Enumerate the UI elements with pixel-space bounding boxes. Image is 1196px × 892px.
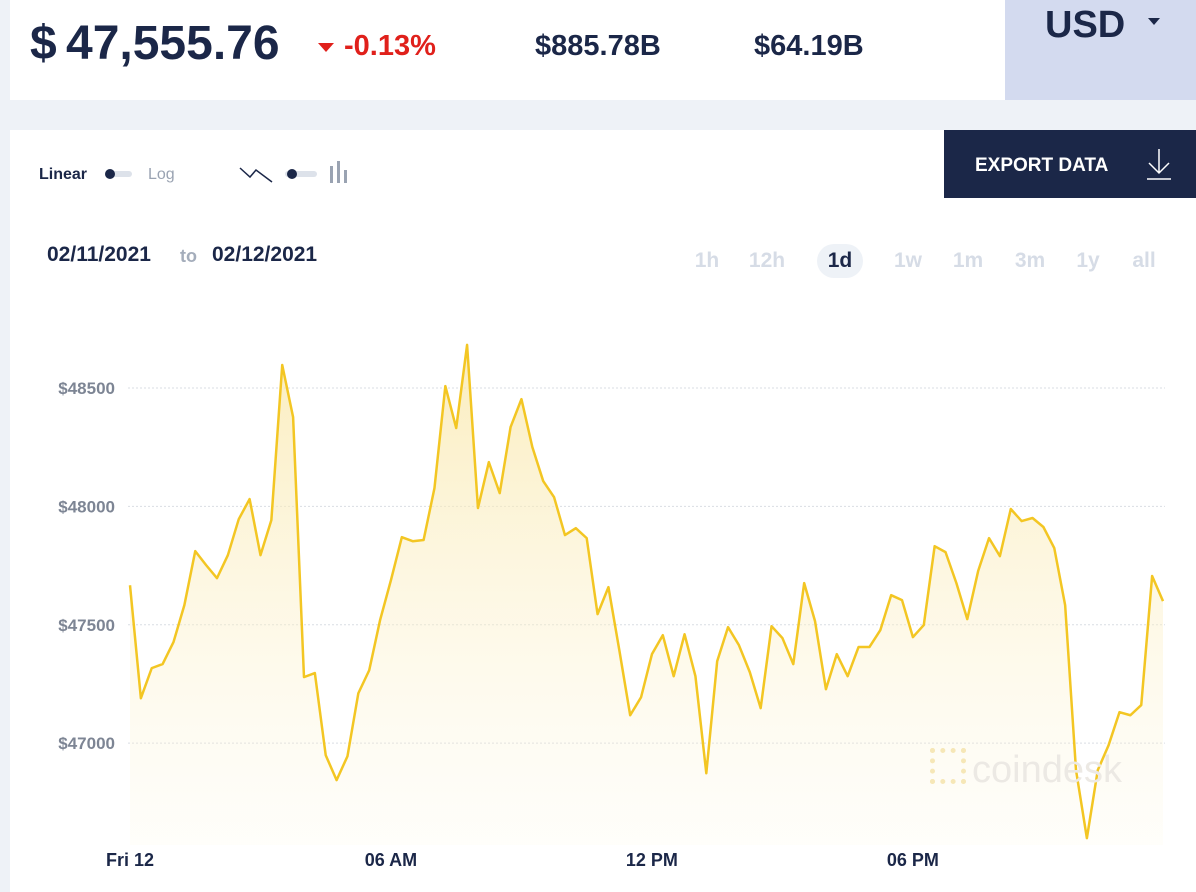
watermark: coindesk: [930, 748, 1122, 792]
range-button[interactable]: 1m: [952, 249, 984, 272]
range-button[interactable]: 1w: [893, 249, 922, 272]
volume: $64.19B: [754, 30, 864, 62]
date-from[interactable]: 02/11/2021: [47, 243, 151, 266]
x-tick-label: 12 PM: [626, 850, 678, 870]
market-cap: $885.78B: [535, 30, 661, 62]
x-tick-label: Fri 12: [106, 850, 154, 870]
price-bar: $ 47,555.76 -0.13% $885.78B $64.19B: [10, 0, 1005, 100]
watermark-text: coindesk: [972, 749, 1122, 791]
price-change: -0.13%: [344, 30, 436, 62]
export-button[interactable]: EXPORT DATA: [944, 130, 1196, 198]
line-icon[interactable]: [239, 167, 273, 183]
y-tick-label: $47000: [58, 734, 115, 753]
x-tick-label: 06 PM: [887, 850, 939, 870]
y-tick-label: $47500: [58, 616, 115, 635]
download-icon: [1147, 149, 1171, 180]
date-to[interactable]: 02/12/2021: [212, 243, 318, 266]
linear-label[interactable]: Linear: [39, 166, 88, 183]
currency-select[interactable]: USD: [1005, 0, 1196, 100]
y-tick-label: $48500: [58, 379, 115, 398]
toggle-knob: [287, 169, 297, 179]
bar-icon[interactable]: [330, 161, 347, 183]
y-tick-label: $48000: [58, 497, 115, 516]
currency: USD: [1045, 4, 1126, 46]
x-tick-label: 06 AM: [365, 850, 417, 870]
currency-symbol: $: [30, 17, 57, 70]
log-label[interactable]: Log: [148, 166, 175, 183]
range-button[interactable]: 12h: [748, 249, 786, 272]
range-button[interactable]: 1y: [1076, 249, 1100, 272]
price: 47,555.76: [66, 17, 280, 70]
range-button[interactable]: 3m: [1014, 249, 1046, 272]
export-label: EXPORT DATA: [975, 155, 1109, 176]
range-button[interactable]: 1d: [817, 244, 863, 278]
caret: [1148, 18, 1160, 31]
range-button[interactable]: 1h: [694, 249, 720, 272]
range-button[interactable]: all: [1132, 249, 1156, 272]
date-separator: to: [180, 246, 197, 266]
area-fill: [130, 344, 1163, 845]
down-arrow: [318, 43, 334, 60]
price-line: [128, 343, 1165, 840]
scale-toggle[interactable]: [105, 169, 132, 179]
